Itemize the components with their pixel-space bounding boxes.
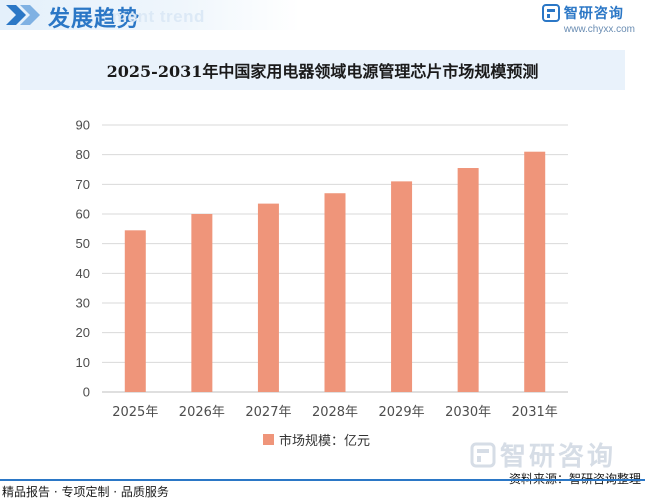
y-tick-label: 60 bbox=[76, 207, 90, 222]
bars bbox=[124, 151, 546, 392]
section-subtitle: ment trend bbox=[112, 7, 205, 26]
y-tick-label: 0 bbox=[83, 385, 90, 400]
watermark: 智研咨询 bbox=[470, 436, 616, 473]
bar bbox=[457, 168, 479, 392]
legend-swatch bbox=[263, 434, 274, 445]
section-title: 发展趋势 bbox=[48, 7, 141, 32]
brand-url: www.chyxx.com bbox=[563, 24, 635, 35]
chart-title-box: 2025-2031年中国家用电器领域电源管理芯片市场规模预测 bbox=[20, 50, 625, 90]
double-chevron-icon bbox=[6, 5, 40, 25]
watermark-text: 智研咨询 bbox=[500, 442, 617, 472]
y-tick-label: 90 bbox=[76, 118, 90, 133]
legend-label: 市场规模：亿元 bbox=[279, 434, 371, 449]
y-tick-label: 70 bbox=[76, 177, 90, 192]
footer-text: 精品报告 · 专项定制 · 品质服务 bbox=[2, 485, 169, 499]
x-tick-label: 2029年 bbox=[379, 405, 425, 420]
y-tick-label: 80 bbox=[76, 147, 90, 162]
x-tick-label: 2031年 bbox=[512, 405, 558, 420]
bar bbox=[124, 230, 146, 392]
bar bbox=[324, 193, 346, 392]
bar bbox=[257, 203, 279, 392]
y-tick-label: 30 bbox=[76, 296, 90, 311]
footer-divider bbox=[0, 479, 645, 481]
x-axis-ticks: 2025年 2026年 2027年 2028年 2029年 2030年 2031年 bbox=[112, 405, 558, 420]
brand-logo-icon bbox=[541, 4, 560, 22]
y-tick-label: 40 bbox=[76, 266, 90, 281]
x-tick-label: 2028年 bbox=[312, 405, 358, 420]
x-tick-label: 2027年 bbox=[245, 405, 291, 420]
bar bbox=[524, 151, 546, 392]
bar bbox=[391, 181, 413, 392]
header: 发展趋势 ment trend 智研咨询 www.chyxx.com bbox=[0, 0, 645, 40]
brand: 智研咨询 www.chyxx.com bbox=[541, 3, 635, 35]
x-tick-label: 2025年 bbox=[112, 405, 158, 420]
bar bbox=[191, 214, 213, 392]
x-tick-label: 2030年 bbox=[445, 405, 491, 420]
y-axis-ticks: 0 10 20 30 40 50 60 70 80 90 bbox=[76, 118, 90, 400]
legend: 市场规模：亿元 bbox=[263, 430, 370, 449]
header-bar bbox=[0, 0, 300, 30]
chart-title: 2025-2031年中国家用电器领域电源管理芯片市场规模预测 bbox=[106, 62, 539, 81]
y-tick-label: 10 bbox=[76, 355, 90, 370]
watermark-logo-icon bbox=[470, 442, 496, 467]
y-tick-label: 50 bbox=[76, 236, 90, 251]
x-tick-label: 2026年 bbox=[179, 405, 225, 420]
y-tick-label: 20 bbox=[76, 325, 90, 340]
brand-name: 智研咨询 bbox=[563, 6, 624, 22]
